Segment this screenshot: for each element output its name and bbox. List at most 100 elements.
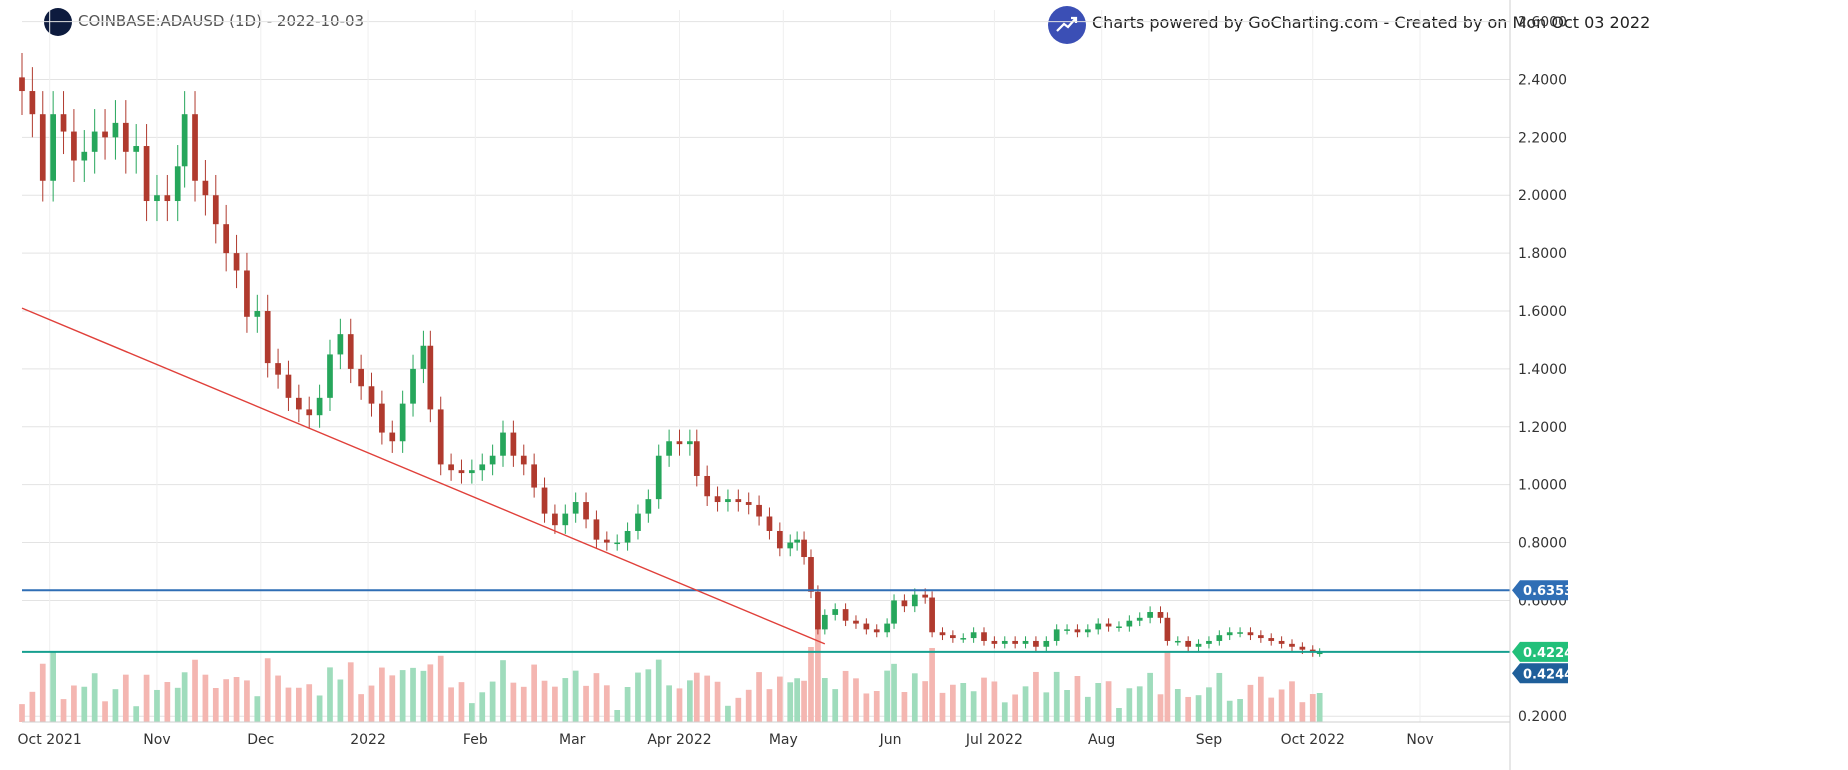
candle-body	[1095, 623, 1102, 630]
candle-body	[808, 557, 814, 592]
volume-bar	[50, 652, 56, 722]
candle-body	[500, 432, 506, 456]
volume-bar	[1136, 686, 1143, 722]
candle-body	[212, 195, 219, 225]
candle-body	[71, 131, 77, 161]
candle-body	[60, 114, 67, 132]
candle-body	[776, 530, 783, 549]
last-price-tag	[1512, 663, 1568, 684]
candle-body	[884, 623, 890, 633]
candle-body	[327, 354, 333, 398]
volume-bar	[787, 682, 794, 722]
candle-body	[991, 640, 998, 644]
volume-bar	[410, 667, 416, 722]
volume-bar	[1001, 702, 1008, 722]
volume-bar	[264, 658, 271, 722]
volume-bar	[970, 691, 977, 722]
candle-body	[133, 146, 140, 152]
volume-bar	[399, 670, 406, 722]
candle-body	[1206, 640, 1212, 644]
support-price-tag-label: 0.4224	[1523, 646, 1573, 661]
candle-body	[337, 334, 344, 355]
volume-bar	[1157, 694, 1164, 722]
volume-bar	[704, 675, 711, 722]
candle-body	[306, 409, 313, 416]
trend-line	[21, 307, 826, 645]
volume-bar	[756, 672, 762, 722]
candle-body	[853, 620, 859, 624]
x-tick-label: Nov	[143, 732, 170, 748]
volume-bar	[1299, 702, 1306, 722]
candle-body	[1022, 640, 1029, 644]
candle-body	[704, 475, 711, 497]
volume-bar	[593, 673, 600, 722]
candle-body	[572, 502, 579, 514]
volume-bar	[1316, 693, 1323, 722]
volume-bars	[19, 625, 1323, 722]
candle-body	[801, 539, 807, 558]
candle-body	[510, 432, 517, 456]
candle-body	[950, 635, 956, 639]
candle-body	[1033, 640, 1039, 647]
volume-bar	[911, 673, 918, 722]
candle-body	[1053, 629, 1060, 641]
y-tick-label: 0.2000	[1518, 709, 1567, 725]
candle-body	[891, 600, 897, 624]
chart-symbol-title: COINBASE:ADAUSD (1D) - 2022-10-03	[78, 12, 365, 30]
y-tick-label: 1.4000	[1518, 362, 1567, 378]
volume-bar	[1116, 708, 1122, 722]
candle-body	[275, 363, 281, 375]
candle-body	[112, 122, 119, 138]
volume-bar	[347, 662, 354, 722]
volume-bar	[1216, 672, 1223, 722]
candle-body	[223, 224, 230, 254]
y-tick-label: 2.4000	[1518, 72, 1567, 88]
volume-bar	[39, 663, 46, 722]
volume-bar	[808, 647, 814, 722]
volume-bar	[102, 701, 108, 722]
candle-body	[91, 131, 98, 152]
candle-body	[479, 464, 486, 471]
x-tick-label: Nov	[1406, 732, 1433, 748]
candle-body	[1116, 626, 1122, 628]
candle-body	[1185, 640, 1192, 647]
x-tick-label: Feb	[463, 732, 488, 748]
volume-bar	[368, 685, 375, 722]
volume-bar	[801, 680, 807, 722]
candle-body	[1216, 635, 1223, 641]
candle-body	[489, 455, 496, 465]
candle-body	[164, 195, 171, 202]
volume-bar	[1268, 697, 1275, 722]
candle-body	[192, 114, 198, 181]
volume-bar	[655, 659, 662, 722]
time-axis: Oct 2021 Nov Dec 2022 Feb Mar Apr 2022 May Jun Ju…	[18, 721, 1510, 748]
volume-bar	[448, 687, 454, 722]
volume-bar	[479, 692, 486, 722]
candle-body	[379, 403, 385, 433]
volume-bar	[735, 697, 742, 722]
volume-bar	[1289, 681, 1295, 722]
volume-bar	[1064, 690, 1070, 722]
candle-body	[50, 114, 56, 181]
candle-body	[787, 542, 794, 549]
candle-body	[143, 146, 150, 202]
candle-body	[960, 638, 967, 640]
volume-bar	[714, 681, 721, 722]
overlay-lines	[21, 307, 1510, 653]
y-tick-label: 1.6000	[1518, 304, 1567, 320]
volume-bar	[60, 699, 67, 722]
volume-bar	[212, 688, 219, 722]
x-tick-label: May	[769, 732, 798, 748]
volume-bar	[181, 672, 188, 722]
candle-body	[244, 270, 250, 317]
candle-body	[1237, 632, 1243, 634]
candle-body	[863, 623, 870, 630]
volume-bar	[950, 684, 956, 722]
y-tick-label: 2.0000	[1518, 188, 1567, 204]
volume-bar	[91, 673, 98, 722]
candle-body	[1147, 612, 1153, 618]
x-tick-label: Jul 2022	[965, 732, 1023, 748]
candle-body	[756, 504, 762, 517]
candle-body	[469, 470, 475, 474]
